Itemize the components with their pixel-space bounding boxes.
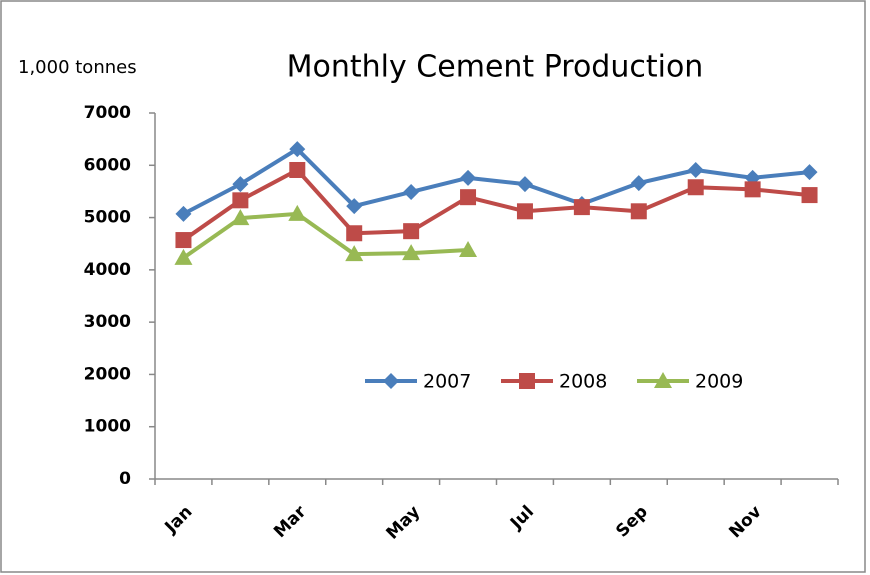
marker — [403, 183, 420, 200]
y-axis-label: 1,000 tonnes — [18, 57, 137, 78]
marker — [573, 199, 590, 216]
marker — [687, 161, 704, 178]
y-tick-label: 3000 — [84, 312, 131, 332]
y-tick-label: 2000 — [84, 364, 131, 384]
y-tick-label: 4000 — [84, 260, 131, 280]
marker — [174, 248, 193, 265]
y-tick-label: 1000 — [84, 417, 131, 437]
y-tick-label: 5000 — [84, 208, 131, 228]
series-line — [182, 211, 469, 260]
y-tick-label: 7000 — [84, 103, 131, 123]
marker — [288, 204, 307, 221]
chart-title: Monthly Cement Production — [287, 50, 704, 85]
marker — [346, 225, 363, 242]
marker — [801, 187, 818, 204]
marker — [516, 176, 533, 193]
marker — [744, 181, 761, 198]
y-tick-label: 6000 — [84, 155, 131, 175]
marker — [289, 141, 306, 158]
marker — [403, 223, 420, 240]
series-line — [182, 167, 810, 242]
marker — [175, 232, 192, 249]
marker — [289, 161, 306, 178]
marker — [232, 192, 249, 209]
legend-label: 2008 — [559, 371, 607, 393]
marker — [630, 175, 647, 192]
marker — [460, 189, 477, 206]
legend-label: 2007 — [423, 371, 471, 393]
marker — [630, 203, 647, 220]
marker — [519, 373, 535, 389]
series-line — [182, 147, 810, 216]
marker — [383, 373, 399, 389]
marker — [654, 372, 672, 388]
y-tick-label: 0 — [119, 469, 131, 489]
marker — [175, 205, 192, 222]
marker — [402, 244, 421, 261]
marker — [460, 169, 477, 186]
marker — [801, 164, 818, 181]
marker — [516, 203, 533, 220]
marker — [687, 179, 704, 196]
marker — [459, 240, 478, 257]
marker — [231, 209, 250, 226]
legend-label: 2009 — [695, 371, 743, 393]
marker — [232, 176, 249, 193]
marker — [345, 245, 364, 262]
marker — [346, 198, 363, 215]
